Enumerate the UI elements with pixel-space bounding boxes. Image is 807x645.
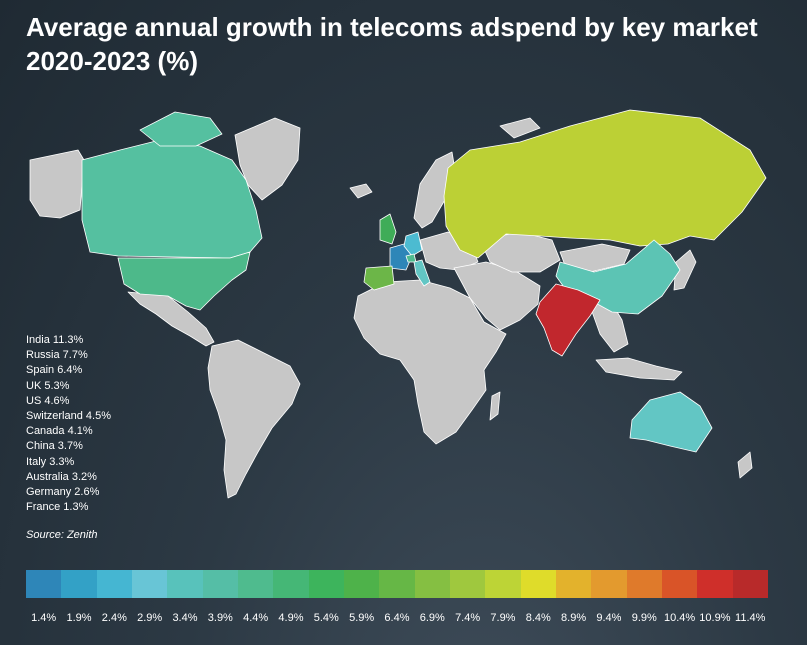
region-arctic-islands [499,117,541,139]
market-value-item: France 1.3% [26,501,89,514]
market-value-item: US 4.6% [26,394,70,407]
country-greenland [234,117,301,201]
color-scale-swatch [555,570,592,598]
market-value-item: UK 5.3% [26,379,70,392]
color-scale-swatch [202,570,238,598]
country-mexico [127,291,215,347]
color-scale-tick-label: 8.9% [561,612,587,624]
market-value-item: India 11.3% [26,334,84,346]
color-scale-tick-label: 3.9% [207,612,233,624]
country-us [117,251,251,311]
color-scale-tick-label: 9.9% [631,612,657,624]
color-scale-swatch [131,570,168,598]
color-scale-swatch [661,570,698,598]
country-canada-islands [139,111,223,147]
color-scale-tick-label: 4.4% [243,612,269,624]
color-scale-swatch [697,570,733,598]
color-scale-swatch [732,570,768,598]
color-scale [26,570,768,598]
market-value-item: Switzerland 4.5% [26,410,111,423]
color-scale-swatch [308,570,344,598]
color-scale-tick-label: 7.4% [455,612,481,624]
country-alaska [29,149,85,219]
color-scale-swatch [379,570,415,598]
map-title: Average annual growth in telecoms adspen… [26,12,758,76]
color-scale-tick-label: 5.9% [349,612,375,624]
market-value-item: Canada 4.1% [26,425,93,438]
color-scale-tick-label: 10.4% [663,612,696,624]
country-germany [403,231,423,257]
color-scale-swatch [343,570,380,598]
market-value-item: Australia 3.2% [26,470,97,483]
market-value-item: Italy 3.3% [26,455,75,468]
color-scale-swatch [626,570,662,598]
color-scale-tick-label: 4.9% [278,612,304,624]
country-madagascar [489,391,501,421]
color-scale-ticks: 1.4% 1.9% 2.4% 2.9% 3.4% 3.9% 4.4% 4.9% 5.4% 5.9%… [26,612,768,624]
country-italy [413,259,431,287]
color-scale-swatch [26,570,62,598]
market-value-item: Russia 7.7% [26,349,88,362]
color-scale-swatch [237,570,274,598]
color-scale-tick-label: 9.4% [596,612,622,624]
color-scale-tick-label: 6.4% [384,612,410,624]
color-scale-tick-label: 2.9% [137,612,163,624]
color-scale-tick-label: 1.9% [66,612,92,624]
color-scale-tick-label: 5.4% [313,612,339,624]
country-russia [443,109,767,259]
color-scale-swatch [61,570,97,598]
country-new-zealand [737,451,753,479]
color-scale-swatch [520,570,556,598]
color-scale-swatch [414,570,450,598]
color-scale-tick-label: 7.9% [490,612,516,624]
country-france [389,243,413,271]
market-value-item: Germany 2.6% [26,486,100,499]
region-indonesia [595,357,683,381]
color-scale-swatch [591,570,627,598]
color-scale-swatch [167,570,203,598]
color-scale-tick-label: 1.4% [31,612,57,624]
color-scale-tick-label: 6.9% [419,612,445,624]
color-scale-tick-label: 3.4% [172,612,198,624]
color-scale-tick-label: 2.4% [101,612,127,624]
color-scale-tick-label: 11.4% [735,612,766,624]
color-scale-tick-label: 8.4% [525,612,551,624]
country-spain [363,265,395,291]
continent-south-america [207,339,301,499]
country-australia [629,391,713,453]
color-scale-swatch [96,570,132,598]
continent-africa [353,279,507,445]
country-iceland [349,183,373,199]
market-value-item: China 3.7% [26,440,83,453]
color-scale-tick-label: 10.9% [699,612,731,624]
market-value-list: India 11.3% Russia 7.7% Spain 6.4% UK 5.3% U… [26,333,111,515]
country-india [535,283,601,357]
color-scale-swatch [273,570,309,598]
country-canada [81,139,263,259]
color-scale-swatch [485,570,521,598]
country-japan [673,249,697,291]
source-note: Source: Zenith [26,529,98,541]
country-uk [379,213,397,245]
color-scale-swatch [449,570,486,598]
market-value-item: Spain 6.4% [26,364,83,377]
